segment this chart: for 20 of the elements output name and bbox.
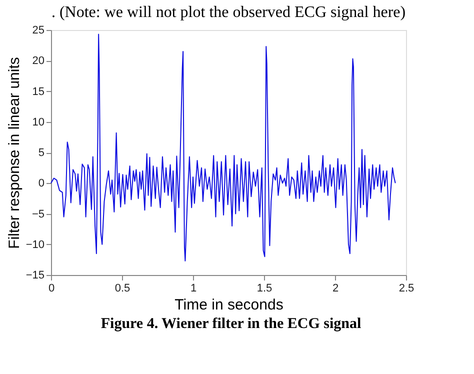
y-tick-label: −15 — [26, 270, 44, 282]
y-tick-label: 5 — [38, 147, 44, 159]
x-tick-label: 2 — [332, 282, 339, 294]
y-tick-label: 25 — [32, 24, 44, 36]
x-tick-label: 0.5 — [114, 282, 130, 294]
line-series — [50, 34, 396, 262]
y-tick-label: 0 — [38, 178, 44, 190]
y-tick-label: −10 — [26, 238, 44, 251]
y-tick-label: 10 — [32, 116, 44, 128]
chart-title: . (Note: we will not plot the observed ECG signal here) — [51, 4, 406, 21]
x-tick-label: 0 — [48, 282, 55, 294]
x-tick-label: 2.5 — [398, 282, 414, 294]
y-tick-label: 15 — [32, 86, 44, 98]
x-tick-label: 1 — [190, 282, 197, 294]
y-tick-label: 20 — [32, 55, 44, 68]
caption: Figure 4. Wiener filter in the ECG signal — [100, 316, 362, 332]
x-axis-title: Time in seconds — [174, 296, 284, 314]
y-tick-label: −5 — [32, 208, 44, 220]
y-axis-title: Filter response in linear units — [6, 57, 23, 249]
x-tick-label: 1.5 — [256, 282, 272, 294]
